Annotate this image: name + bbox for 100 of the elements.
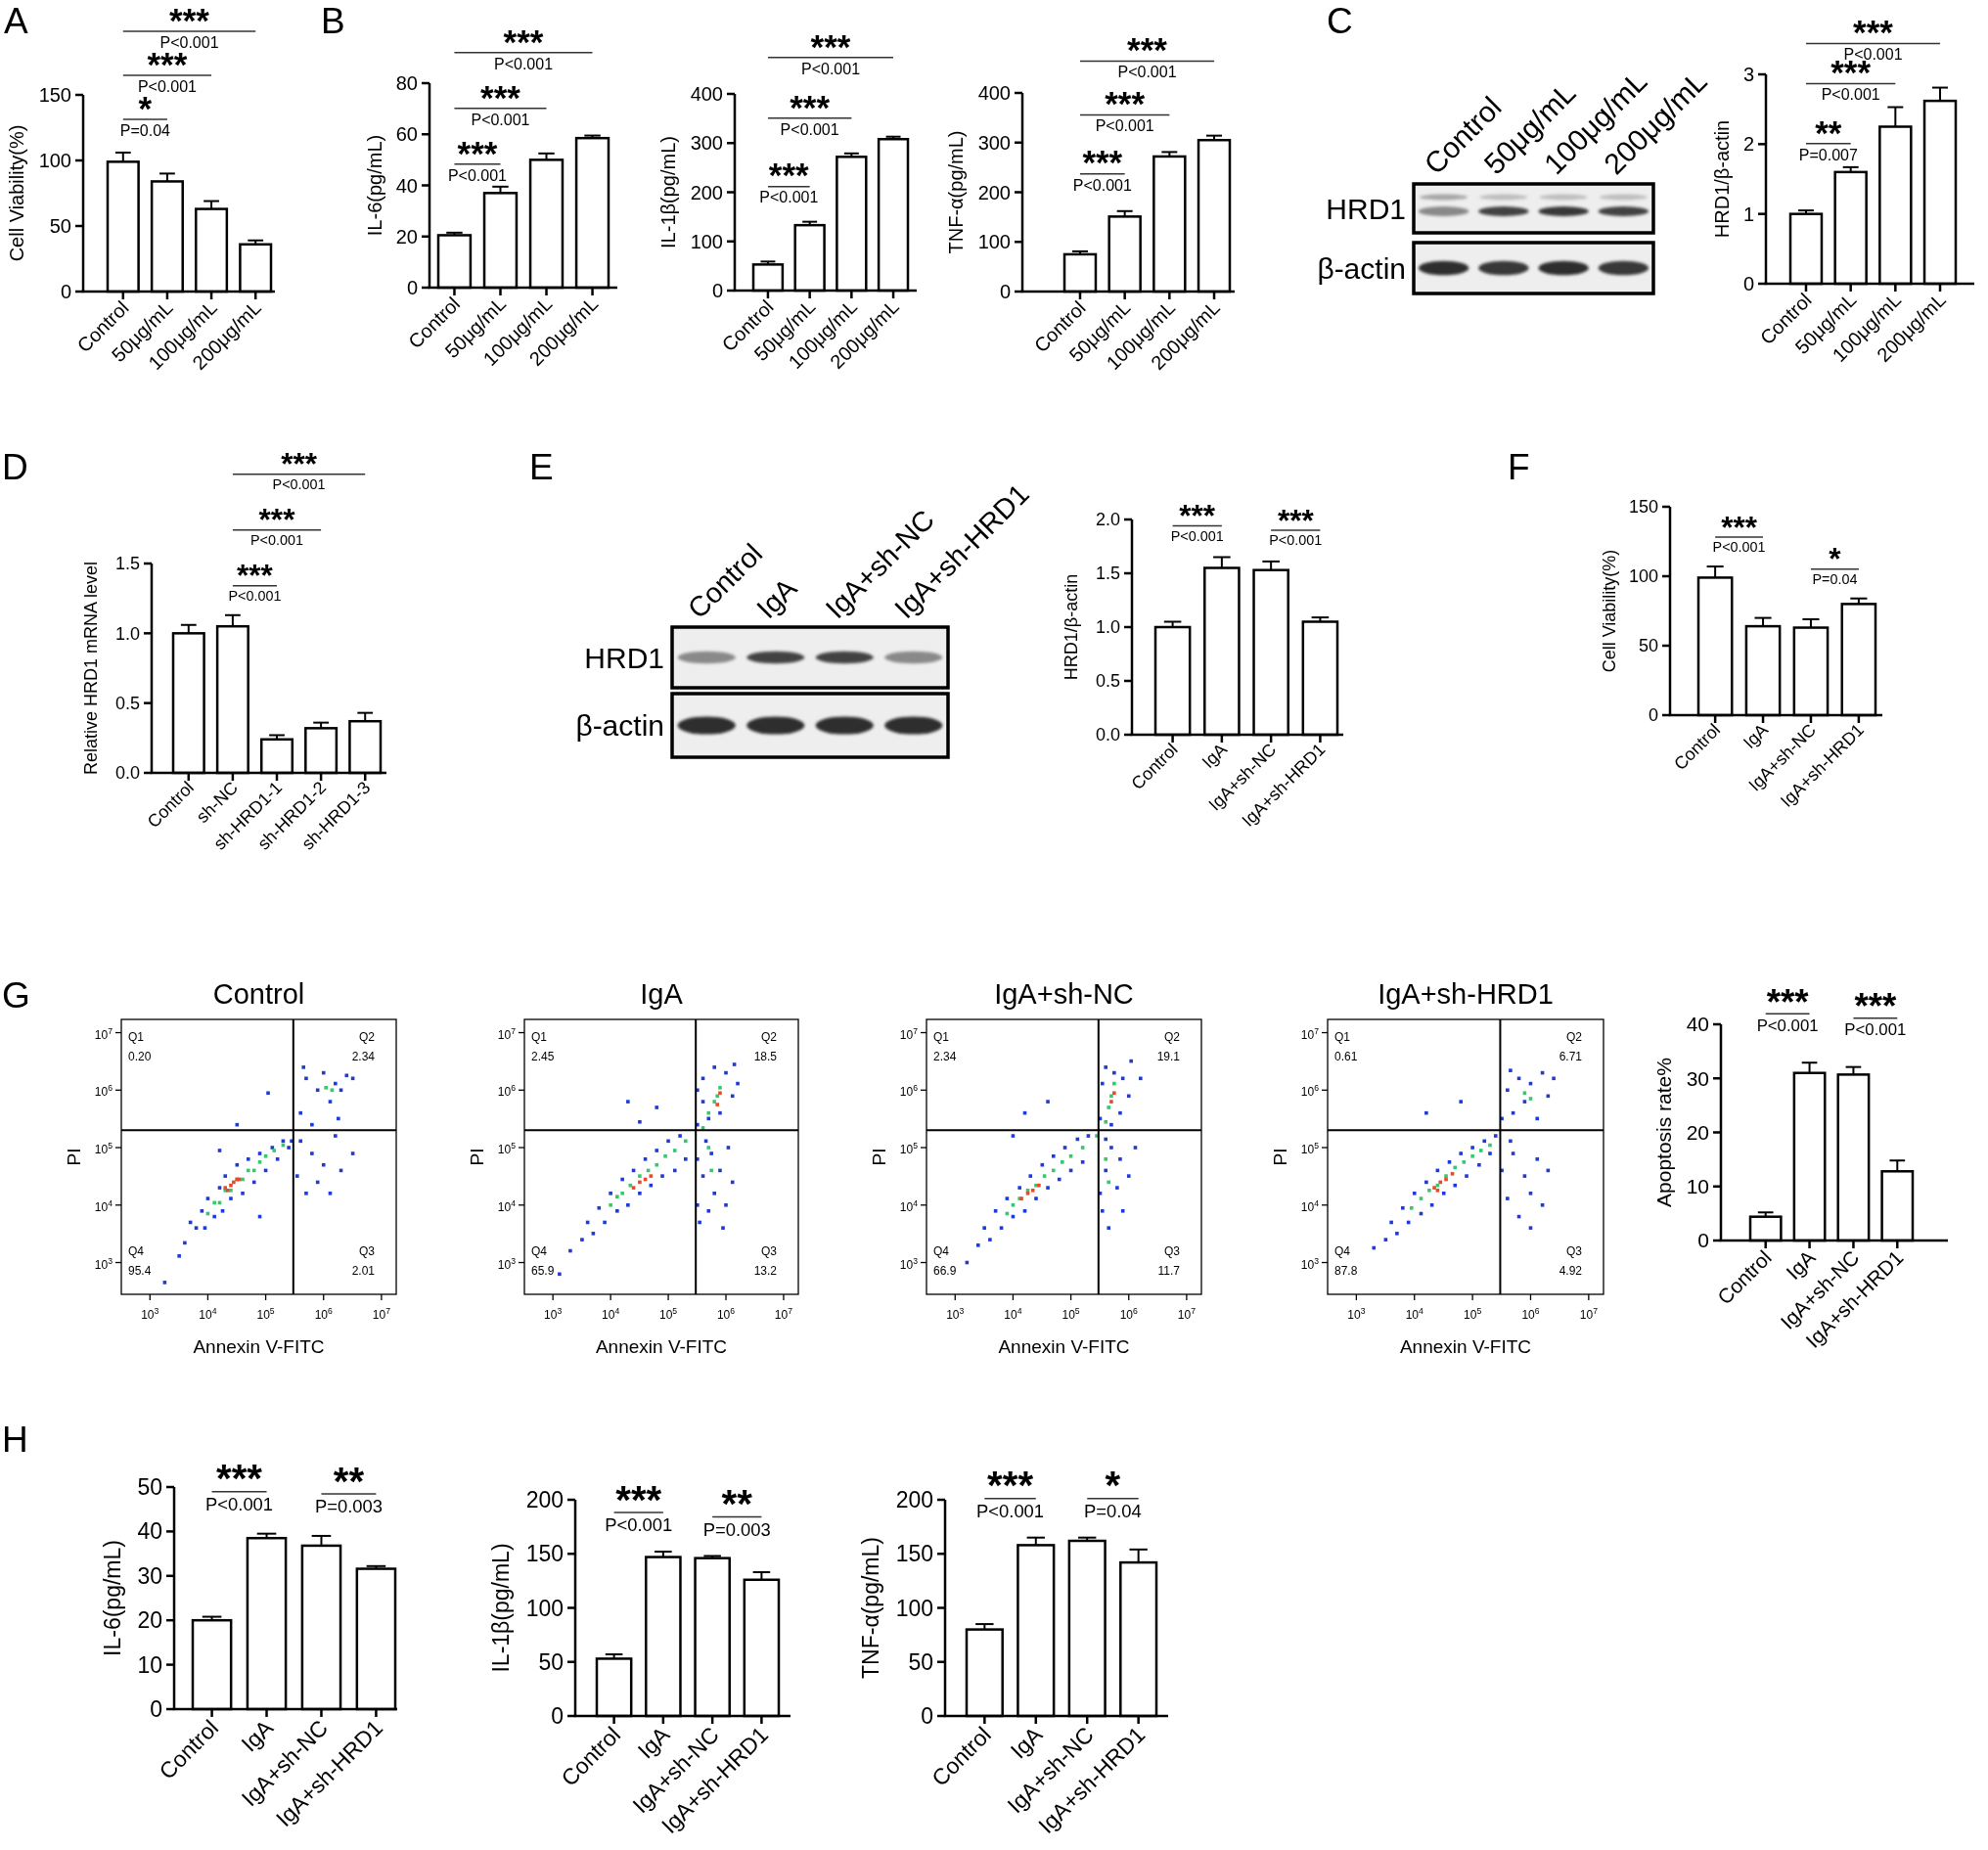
y-tick-label: 150 <box>525 1541 564 1567</box>
y-tick-label: 200 <box>690 181 723 203</box>
annotation: Q3 <box>358 1244 376 1258</box>
y-axis-title: PI <box>64 1148 84 1166</box>
y-tick-label: 0 <box>150 1696 162 1723</box>
y-axis-title: IL-6(pg/mL) <box>99 1540 125 1656</box>
annotation: 87.8 <box>1334 1264 1358 1278</box>
annotation: Q3 <box>1163 1244 1181 1258</box>
text: A <box>4 1 28 41</box>
y-axis-title: Apoptosis rate% <box>1651 1058 1675 1207</box>
annotation: Q3 <box>760 1244 778 1258</box>
x-tick-label: 10$^{7}$ <box>1177 1306 1197 1322</box>
x-tick-label: 10$^{5}$ <box>1464 1306 1482 1322</box>
y-tick-label: 10$^{7}$ <box>1300 1025 1320 1042</box>
chart-title: IgA+sh-NC <box>994 978 1134 1010</box>
text: H <box>2 1420 28 1460</box>
y-tick-label: 3 <box>1742 64 1754 85</box>
y-tick-label: 1.0 <box>1095 617 1120 638</box>
y-axis-title: PI <box>467 1148 487 1166</box>
chart-title: IgA <box>640 978 684 1010</box>
annotation: 95.4 <box>128 1264 152 1278</box>
y-tick-label: 0 <box>551 1703 564 1730</box>
annotation: 11.7 <box>1157 1264 1181 1278</box>
y-tick-label: 1 <box>1742 203 1754 225</box>
text: G <box>2 975 30 1015</box>
y-tick-label: 0.5 <box>114 693 140 713</box>
text: B <box>321 1 345 41</box>
x-axis-title: Annexin V-FITC <box>193 1336 325 1357</box>
y-tick-label: 300 <box>977 131 1011 154</box>
y-tick-label: 300 <box>690 132 723 155</box>
annotation: 2.45 <box>531 1050 555 1063</box>
y-axis-title: HRD1/β-actin <box>1710 119 1733 239</box>
x-axis-title: Annexin V-FITC <box>998 1336 1130 1357</box>
annotation: 0.61 <box>1334 1050 1358 1063</box>
x-tick-label: 10$^{6}$ <box>1521 1306 1540 1322</box>
text: F <box>1508 447 1530 487</box>
annotation: Q1 <box>1334 1030 1351 1044</box>
y-axis-title: Relative HRD1 mRNA level <box>81 561 102 776</box>
x-axis-title: Annexin V-FITC <box>595 1336 728 1357</box>
y-tick-label: 0 <box>1697 1229 1709 1252</box>
y-tick-label: 0 <box>999 281 1011 302</box>
annotation: 0.20 <box>128 1050 152 1063</box>
annotation: Q1 <box>933 1030 950 1044</box>
y-tick-label: 10$^{6}$ <box>899 1083 919 1100</box>
x-tick-label: 10$^{5}$ <box>1062 1306 1080 1322</box>
annotation: 2.34 <box>351 1050 376 1063</box>
y-tick-label: 0 <box>60 281 71 302</box>
y-tick-label: 0 <box>921 1703 933 1730</box>
y-tick-label: 200 <box>895 1487 933 1513</box>
annotation: 19.1 <box>1156 1050 1181 1063</box>
y-tick-label: 10$^{7}$ <box>94 1025 113 1042</box>
y-axis-title: TNF-α(pg/mL) <box>945 130 968 254</box>
x-tick-label: 10$^{4}$ <box>199 1306 217 1322</box>
x-axis-title: Annexin V-FITC <box>1399 1336 1532 1357</box>
y-tick-label: 100 <box>690 230 723 252</box>
y-axis-title: Cell Viability(%) <box>6 124 28 262</box>
y-tick-label: 40 <box>1686 1013 1709 1036</box>
y-tick-label: 10$^{4}$ <box>899 1197 919 1214</box>
y-tick-label: 50 <box>908 1648 933 1675</box>
y-tick-label: 400 <box>690 83 723 105</box>
annotation: Q4 <box>1334 1244 1351 1258</box>
y-tick-label: 150 <box>38 84 71 106</box>
y-tick-label: 1.0 <box>114 623 140 644</box>
annotation: P<0.001 <box>1821 86 1880 104</box>
y-axis-title: IL-1β(pg/mL) <box>657 136 680 248</box>
x-tick-label: 10$^{7}$ <box>372 1306 391 1322</box>
y-tick-label: 0 <box>1648 705 1658 726</box>
y-axis-title: Cell Viability(%) <box>1600 549 1620 673</box>
y-tick-label: 10 <box>1686 1175 1709 1198</box>
x-tick-label: 10$^{7}$ <box>774 1306 793 1322</box>
category-label: HRD1 <box>584 641 664 674</box>
annotation: Q2 <box>358 1030 376 1044</box>
y-tick-label: 60 <box>395 123 418 146</box>
x-tick-label: 10$^{6}$ <box>716 1306 736 1322</box>
y-tick-label: 40 <box>137 1518 162 1545</box>
annotation: Q2 <box>1565 1030 1583 1044</box>
y-tick-label: 0 <box>406 277 418 298</box>
annotation: 66.9 <box>933 1264 957 1278</box>
y-tick-label: 20 <box>395 225 418 248</box>
y-tick-label: 40 <box>395 174 418 197</box>
y-tick-label: 50 <box>137 1474 162 1501</box>
annotation: Q4 <box>128 1244 145 1258</box>
x-tick-label: 10$^{4}$ <box>1004 1306 1022 1322</box>
y-tick-label: 100 <box>38 150 71 171</box>
text: D <box>2 447 28 487</box>
y-tick-label: 50 <box>538 1648 564 1675</box>
y-tick-label: 10$^{6}$ <box>94 1083 113 1100</box>
y-tick-label: 2 <box>1742 133 1754 156</box>
x-tick-label: 10$^{6}$ <box>1119 1306 1139 1322</box>
y-tick-label: 20 <box>1686 1120 1709 1144</box>
y-tick-label: 0 <box>1742 273 1754 294</box>
annotation: 6.71 <box>1559 1050 1583 1063</box>
x-tick-label: 10$^{5}$ <box>256 1306 275 1322</box>
x-tick-label: 10$^{4}$ <box>602 1306 620 1322</box>
y-tick-label: 10 <box>137 1651 162 1678</box>
annotation: Q1 <box>531 1030 548 1044</box>
y-tick-label: 100 <box>977 231 1011 253</box>
annotation: 2.34 <box>933 1050 957 1063</box>
y-tick-label: 200 <box>525 1487 564 1513</box>
x-tick-label: 10$^{4}$ <box>1405 1306 1424 1322</box>
